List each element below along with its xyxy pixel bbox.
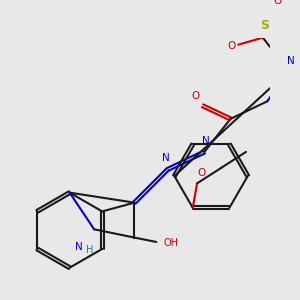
Text: S: S xyxy=(260,20,269,32)
Text: O: O xyxy=(227,41,236,51)
Text: N: N xyxy=(162,153,170,164)
Text: N: N xyxy=(287,56,295,67)
Text: N: N xyxy=(74,242,82,252)
Text: H: H xyxy=(86,245,93,255)
Text: O: O xyxy=(274,0,282,6)
Text: O: O xyxy=(191,92,200,101)
Text: OH: OH xyxy=(163,238,178,248)
Text: O: O xyxy=(197,168,206,178)
Text: N: N xyxy=(202,136,210,146)
